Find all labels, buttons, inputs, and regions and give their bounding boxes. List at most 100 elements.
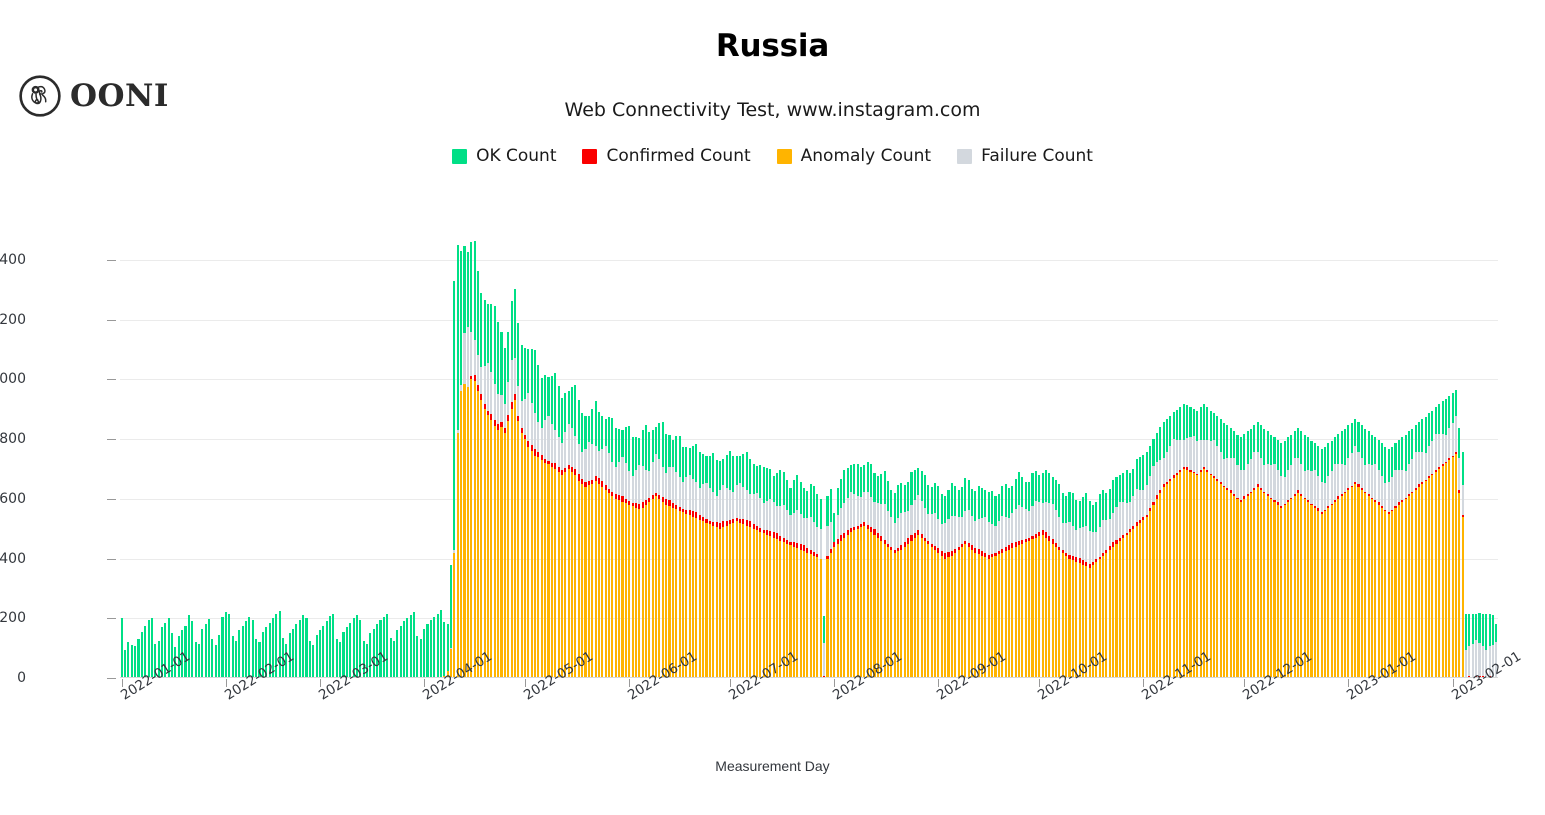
bar-column[interactable] — [1249, 428, 1252, 678]
bar-column[interactable] — [796, 474, 799, 678]
bar-column[interactable] — [295, 624, 298, 678]
bar-column[interactable] — [587, 415, 590, 678]
bar-column[interactable] — [1337, 433, 1340, 678]
bar-column[interactable] — [705, 456, 708, 678]
bar-column[interactable] — [1165, 419, 1168, 678]
bar-column[interactable] — [1024, 482, 1027, 678]
bar-column[interactable] — [997, 494, 1000, 678]
bar-column[interactable] — [826, 495, 829, 678]
bar-column[interactable] — [1357, 421, 1360, 678]
bar-column[interactable] — [1283, 440, 1286, 678]
bar-column[interactable] — [1139, 457, 1142, 678]
bar-column[interactable] — [688, 447, 691, 678]
bar-column[interactable] — [890, 490, 893, 678]
bar-column[interactable] — [930, 486, 933, 678]
bar-column[interactable] — [127, 642, 130, 678]
bar-column[interactable] — [150, 618, 153, 678]
bar-column[interactable] — [1179, 407, 1182, 678]
bar-column[interactable] — [275, 613, 278, 678]
bar-column[interactable] — [937, 485, 940, 678]
bar-column[interactable] — [863, 465, 866, 678]
bar-column[interactable] — [208, 619, 211, 678]
bar-column[interactable] — [675, 436, 678, 678]
bar-column[interactable] — [325, 621, 328, 678]
bar-column[interactable] — [130, 645, 133, 678]
bar-column[interactable] — [1219, 419, 1222, 678]
bar-column[interactable] — [1115, 477, 1118, 678]
bar-column[interactable] — [860, 467, 863, 678]
bar-column[interactable] — [1001, 486, 1004, 678]
bar-column[interactable] — [601, 415, 604, 678]
bar-column[interactable] — [954, 486, 957, 678]
bar-column[interactable] — [1333, 437, 1337, 678]
bar-column[interactable] — [823, 615, 826, 678]
bar-column[interactable] — [849, 465, 853, 678]
bar-column[interactable] — [1454, 389, 1458, 678]
bar-column[interactable] — [1296, 427, 1300, 678]
bar-column[interactable] — [819, 498, 822, 678]
bar-column[interactable] — [530, 349, 533, 678]
bar-column[interactable] — [322, 625, 325, 678]
bar-column[interactable] — [1088, 501, 1091, 678]
bar-column[interactable] — [1078, 500, 1081, 678]
bar-column[interactable] — [594, 401, 597, 678]
bar-column[interactable] — [466, 252, 469, 678]
bar-column[interactable] — [638, 438, 641, 678]
bar-column[interactable] — [1468, 613, 1471, 678]
bar-column[interactable] — [181, 630, 184, 678]
bar-column[interactable] — [718, 460, 721, 678]
bar-column[interactable] — [668, 434, 671, 678]
bar-column[interactable] — [157, 640, 160, 678]
bar-column[interactable] — [379, 619, 382, 678]
bar-column[interactable] — [305, 618, 308, 678]
bar-column[interactable] — [554, 373, 557, 678]
bar-column[interactable] — [564, 393, 567, 678]
bar-column[interactable] — [456, 244, 459, 678]
bar-column[interactable] — [423, 628, 426, 678]
bar-column[interactable] — [1421, 419, 1424, 678]
bar-column[interactable] — [651, 429, 654, 678]
bar-column[interactable] — [1391, 446, 1394, 678]
bar-column[interactable] — [1387, 449, 1390, 678]
bar-column[interactable] — [782, 472, 785, 678]
bar-column[interactable] — [392, 640, 395, 678]
bar-column[interactable] — [944, 496, 947, 678]
bar-column[interactable] — [873, 472, 876, 678]
bar-column[interactable] — [735, 455, 738, 678]
bar-column[interactable] — [900, 482, 903, 678]
bar-column[interactable] — [604, 419, 607, 678]
bar-column[interactable] — [329, 616, 332, 678]
legend-item-failure-count[interactable]: Failure Count — [957, 146, 1093, 166]
bar-column[interactable] — [510, 300, 513, 678]
bar-column[interactable] — [1239, 437, 1242, 678]
bar-column[interactable] — [433, 616, 436, 678]
bar-column[interactable] — [1458, 427, 1461, 678]
bar-column[interactable] — [1323, 446, 1326, 678]
bar-column[interactable] — [1448, 395, 1451, 678]
bar-column[interactable] — [174, 646, 177, 678]
bar-column[interactable] — [503, 347, 506, 678]
bar-column[interactable] — [933, 483, 937, 678]
bar-column[interactable] — [1451, 393, 1454, 678]
bar-column[interactable] — [396, 630, 399, 678]
bar-column[interactable] — [547, 377, 550, 678]
bar-column[interactable] — [302, 615, 305, 678]
bar-column[interactable] — [1404, 434, 1407, 678]
bar-column[interactable] — [453, 281, 456, 678]
bar-column[interactable] — [1411, 428, 1414, 678]
bar-column[interactable] — [527, 348, 530, 678]
bar-column[interactable] — [776, 473, 779, 678]
bar-column[interactable] — [920, 471, 923, 678]
bar-column[interactable] — [450, 564, 453, 678]
bar-column[interactable] — [799, 481, 802, 678]
bar-column[interactable] — [732, 456, 735, 678]
bar-column[interactable] — [964, 477, 967, 678]
bar-column[interactable] — [1317, 445, 1320, 678]
bar-column[interactable] — [903, 485, 906, 678]
bar-column[interactable] — [1290, 434, 1293, 678]
bar-column[interactable] — [1417, 421, 1421, 678]
bar-column[interactable] — [439, 609, 442, 678]
bar-column[interactable] — [1347, 425, 1350, 678]
bar-column[interactable] — [812, 486, 816, 678]
bar-column[interactable] — [722, 458, 725, 678]
